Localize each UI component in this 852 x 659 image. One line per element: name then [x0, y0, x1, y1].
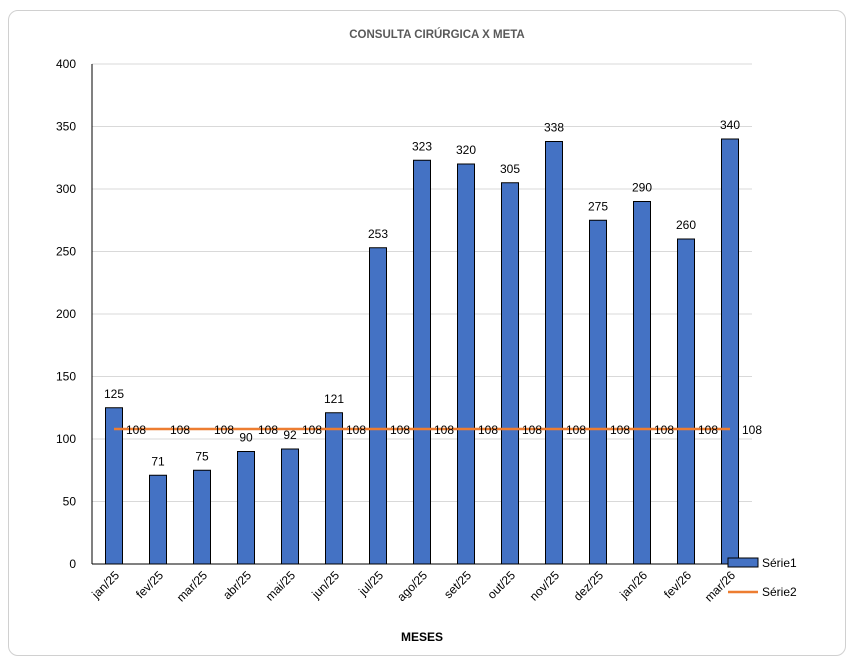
y-tick-label: 150 [56, 370, 76, 384]
line-data-label: 108 [566, 423, 586, 437]
x-tick-label: dez/25 [571, 568, 607, 604]
x-tick-label: jun/25 [308, 568, 342, 602]
line-data-label: 108 [170, 423, 190, 437]
bar [545, 141, 563, 565]
bar [281, 448, 299, 565]
bar-data-label: 290 [632, 181, 652, 195]
bar-series [105, 138, 739, 565]
bar-data-label: 305 [500, 162, 520, 176]
bar [193, 469, 211, 565]
axes [91, 64, 752, 565]
bar-data-label: 92 [283, 428, 297, 442]
bar-data-label: 323 [412, 139, 432, 153]
x-tick-label: abr/25 [220, 568, 254, 602]
bar-data-label: 121 [324, 392, 344, 406]
x-tick-label: nov/25 [527, 568, 563, 604]
y-tick-label: 250 [56, 245, 76, 259]
x-tick-label: fev/26 [661, 568, 694, 601]
y-tick-label: 400 [56, 57, 76, 71]
bar-data-label: 260 [676, 218, 696, 232]
bar [369, 247, 387, 565]
x-axis-ticks: jan/25 fev/25 mar/25 abr/25 mai/25 jun/25 jul/… [88, 568, 738, 605]
line-data-label: 108 [302, 423, 322, 437]
bar-data-label: 71 [151, 454, 165, 468]
x-tick-label: jan/25 [88, 568, 122, 602]
y-tick-label: 350 [56, 120, 76, 134]
legend-label-serie1: Série1 [762, 556, 797, 570]
x-tick-label: mar/26 [702, 568, 739, 605]
y-axis-ticks: 0 50 100 150 200 250 300 350 400 [56, 57, 76, 571]
x-tick-label: jul/25 [355, 568, 386, 599]
bar-data-label: 75 [195, 449, 209, 463]
legend: Série1 Série2 [727, 556, 797, 599]
bar [633, 201, 651, 565]
bar [149, 474, 167, 565]
bar-data-label: 338 [544, 121, 564, 135]
line-data-label: 108 [478, 423, 498, 437]
y-tick-label: 50 [63, 495, 77, 509]
x-axis-title: MESES [401, 630, 443, 644]
x-tick-label: fev/25 [133, 568, 166, 601]
bar-data-label: 320 [456, 143, 476, 157]
bar [589, 219, 607, 565]
line-data-label: 108 [654, 423, 674, 437]
x-tick-label: mar/25 [174, 568, 211, 605]
bar [413, 159, 431, 565]
bar-data-label: 90 [239, 431, 253, 445]
x-tick-label: ago/25 [394, 568, 430, 604]
line-data-label: 108 [698, 423, 718, 437]
x-tick-label: mai/25 [263, 568, 299, 604]
line-data-label: 108 [214, 423, 234, 437]
legend-swatch-serie1 [727, 557, 759, 568]
bar-data-label: 275 [588, 199, 608, 213]
line-data-label: 108 [522, 423, 542, 437]
x-tick-label: out/25 [485, 568, 519, 602]
y-tick-label: 200 [56, 307, 76, 321]
bar-data-label: 125 [104, 387, 124, 401]
line-data-label: 108 [742, 423, 762, 437]
bar-data-label: 340 [720, 118, 740, 132]
x-tick-label: set/25 [441, 568, 474, 601]
y-tick-label: 0 [69, 557, 76, 571]
bar [325, 412, 343, 565]
line-data-label: 108 [390, 423, 410, 437]
bar [457, 163, 475, 565]
bar [237, 451, 255, 565]
bar [721, 138, 739, 565]
line-data-label: 108 [434, 423, 454, 437]
y-tick-label: 300 [56, 182, 76, 196]
line-data-label: 108 [346, 423, 366, 437]
line-data-label: 108 [258, 423, 278, 437]
line-data-label: 108 [126, 423, 146, 437]
bar [105, 407, 123, 565]
bar-data-label: 253 [368, 227, 388, 241]
bar [501, 182, 519, 565]
y-tick-label: 100 [56, 432, 76, 446]
data-labels: 125 71 75 90 92 121 253 323 320 305 338 275 290 260 34… [104, 118, 762, 468]
line-data-label: 108 [610, 423, 630, 437]
x-tick-label: jan/26 [616, 568, 650, 602]
bar [677, 238, 695, 565]
chart-title: CONSULTA CIRÚRGICA X META [349, 28, 524, 41]
legend-label-serie2: Série2 [762, 585, 797, 599]
